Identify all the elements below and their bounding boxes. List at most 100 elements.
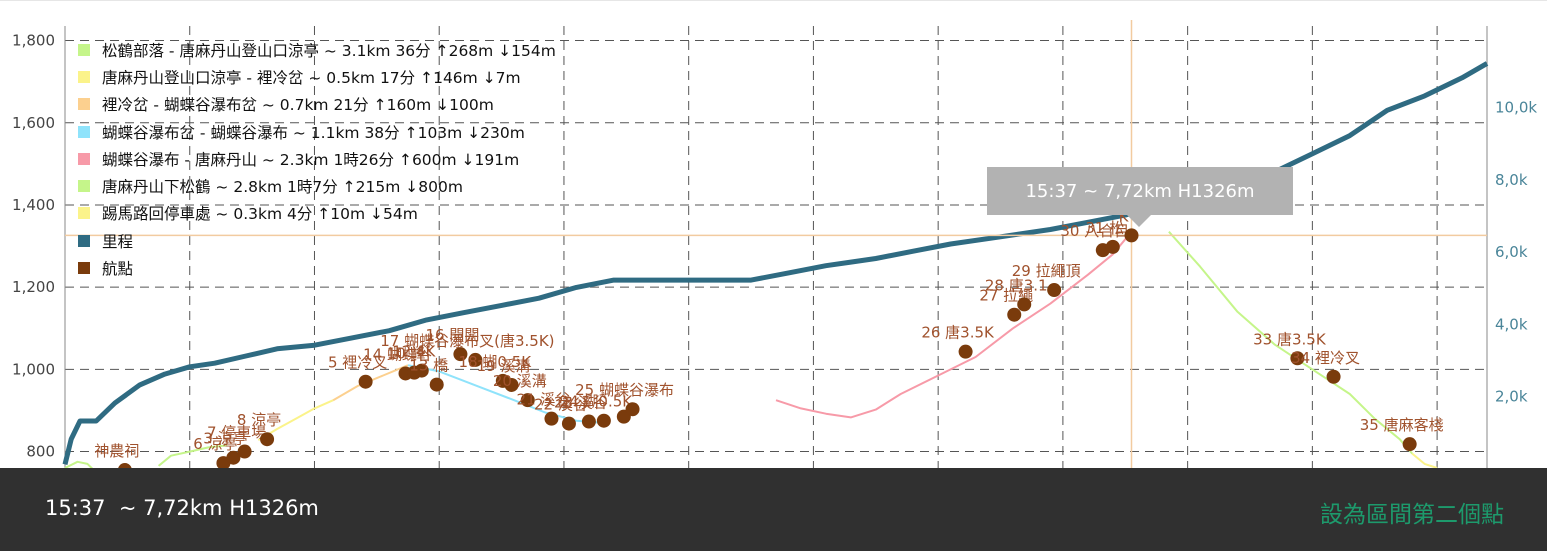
legend-swatch [78, 234, 90, 247]
legend-item: 唐麻丹山下松鶴 ~ 2.8km 1時7分 ↑215m ↓800m [78, 172, 556, 199]
selected-point-info: 15:37 ~ 7,72km H1326m [45, 496, 319, 520]
waypoint-label: 19 溪溝 [477, 357, 531, 375]
elevation-segment-line [1168, 231, 1413, 455]
waypoint-label: 34 裡冷叉 [1291, 349, 1360, 367]
left-tick-label: 800 [26, 443, 55, 461]
waypoint-marker[interactable] [958, 344, 973, 359]
waypoint-label: 35 唐麻客棧 [1360, 416, 1444, 434]
legend-item: 蝴蝶谷瀑布 - 唐麻丹山 ~ 2.3km 1時26分 ↑600m ↓191m [78, 145, 556, 172]
waypoint-marker[interactable] [1017, 297, 1032, 312]
waypoint-marker[interactable] [358, 374, 373, 389]
legend-item: 航點 [78, 254, 556, 281]
waypoint-label: 28 唐3.1 [985, 276, 1048, 294]
right-tick-label: 8,0k [1495, 171, 1528, 189]
legend-swatch [78, 43, 90, 56]
legend-label: 唐麻丹山登山口涼亭 - 裡冷岔 ~ 0.5km 17分 ↑146m ↓7m [102, 68, 521, 87]
waypoint-marker[interactable] [561, 416, 576, 431]
waypoint-marker[interactable] [625, 402, 640, 417]
waypoint-label: K [1119, 207, 1130, 225]
waypoint-marker[interactable] [520, 393, 535, 408]
waypoint-label: 16 開闊 [425, 326, 479, 344]
legend-swatch [78, 262, 90, 275]
legend-item: 里程 [78, 227, 556, 254]
legend-label: 裡冷岔 - 蝴蝶谷瀑布岔 ~ 0.7km 21分 ↑160m ↓100m [102, 96, 494, 115]
waypoint-marker[interactable] [1105, 239, 1120, 254]
waypoint-marker[interactable] [504, 377, 519, 392]
waypoint-label: 21 溪谷 [517, 391, 571, 409]
legend-swatch [78, 70, 90, 83]
waypoint-marker[interactable] [1290, 351, 1305, 366]
waypoint-marker[interactable] [414, 363, 429, 378]
waypoint-marker[interactable] [1402, 437, 1417, 452]
tooltip-arrow [1127, 215, 1151, 227]
chart-tooltip: 15:37 ~ 7,72km H1326m [987, 167, 1293, 215]
legend-label: 里程 [102, 232, 134, 251]
waypoint-label: 29 拉繩頂 [1012, 262, 1081, 280]
waypoint-marker[interactable] [1326, 369, 1341, 384]
legend-swatch [78, 125, 90, 138]
waypoint-marker[interactable] [596, 413, 611, 428]
bottom-bar: 15:37 ~ 7,72km H1326m 設為區間第二個點 [0, 468, 1547, 551]
waypoint-marker[interactable] [1007, 307, 1022, 322]
waypoint-marker[interactable] [544, 411, 559, 426]
legend-label: 唐麻丹山下松鶴 ~ 2.8km 1時7分 ↑215m ↓800m [102, 178, 463, 197]
legend-label: 松鶴部落 - 唐麻丹山登山口涼亭 ~ 3.1km 36分 ↑268m ↓154m [102, 41, 556, 60]
elevation-segment-line [407, 364, 602, 424]
left-tick-label: 1,600 [12, 114, 55, 132]
waypoint-marker[interactable] [1047, 283, 1062, 298]
set-second-point-button[interactable]: 設為區間第二個點 [1320, 502, 1504, 528]
left-tick-label: 1,000 [12, 360, 55, 378]
right-tick-label: 10,0k [1495, 99, 1537, 117]
waypoint-label: 6 涼亭 [193, 435, 237, 453]
waypoint-marker[interactable] [468, 352, 483, 367]
legend-item: 蝴蝶谷瀑布岔 - 蝴蝶谷瀑布 ~ 1.1km 38分 ↑103m ↓230m [78, 118, 556, 145]
waypoint-label: 24 蝴0.5K [560, 393, 634, 411]
legend-label: 蝴蝶谷瀑布岔 - 蝴蝶谷瀑布 ~ 1.1km 38分 ↑103m ↓230m [102, 123, 525, 142]
elevation-segment-line [157, 444, 228, 467]
left-elevation-axis: 800 1,000 1,200 1,400 1,600 1,800 [12, 32, 55, 461]
waypoint-label: 3 涼亭 [203, 430, 247, 448]
right-mileage-axis: 2,0k 4,0k 6,0k 8,0k 10,0k [1495, 99, 1537, 406]
waypoint-label: 25 蝴蝶谷瀑布 [575, 381, 674, 399]
waypoint-label: 31 松 [1085, 219, 1124, 237]
waypoint-marker[interactable] [581, 414, 596, 429]
waypoint-label: 5 裡冷叉 [328, 354, 387, 372]
right-tick-label: 2,0k [1495, 388, 1528, 406]
waypoint-label: 17 蝴蝶谷瀑布叉(唐3.5K) [380, 332, 554, 350]
waypoint-label: 12 4K [392, 343, 436, 361]
waypoint-label: 30 八合目 [1060, 222, 1129, 240]
waypoint-marker[interactable] [429, 377, 444, 392]
waypoint-label: 33 唐3.5K [1253, 330, 1327, 348]
legend-label: 航點 [102, 260, 134, 279]
legend-label: 踢馬路回停車處 ~ 0.3km 4分 ↑10m ↓54m [102, 205, 418, 224]
elevation-segments [64, 231, 1438, 468]
waypoint-marker[interactable] [260, 432, 275, 447]
crosshair [65, 20, 1487, 468]
right-tick-label: 6,0k [1495, 243, 1528, 261]
elevation-chart[interactable]: 800 1,000 1,200 1,400 1,600 1,800 2,0k 4,0k 6,0… [0, 0, 1547, 468]
waypoint-label: 8 涼亭 [237, 411, 281, 429]
elevation-segment-line [64, 460, 94, 468]
legend-item: 松鶴部落 - 唐麻丹山登山口涼亭 ~ 3.1km 36分 ↑268m ↓154m [78, 36, 556, 63]
waypoint-label: 20 溪溝 [493, 372, 547, 390]
waypoint-marker[interactable] [1124, 228, 1139, 243]
waypoint-marker[interactable] [118, 463, 132, 468]
left-tick-label: 1,200 [12, 278, 55, 296]
legend-swatch [78, 98, 90, 111]
right-tick-label: 4,0k [1495, 315, 1528, 333]
waypoint-marker[interactable] [237, 444, 252, 459]
waypoint-label: 神農祠 [94, 442, 139, 460]
waypoint-marker[interactable] [226, 450, 241, 465]
grid-lines [64, 26, 1488, 468]
waypoint-label: 22 溪谷 [534, 396, 588, 414]
waypoint-label: 26 唐3.5K [921, 324, 995, 342]
left-tick-label: 1,800 [12, 32, 55, 50]
elevation-segment-line [775, 231, 1133, 419]
legend-item: 唐麻丹山登山口涼亭 - 裡冷岔 ~ 0.5km 17分 ↑146m ↓7m [78, 63, 556, 90]
legend-item: 裡冷岔 - 蝴蝶谷瀑布岔 ~ 0.7km 21分 ↑160m ↓100m [78, 91, 556, 118]
legend-swatch [78, 207, 90, 220]
waypoint-label: 13 橋 [409, 357, 448, 375]
legend-item: 踢馬路回停車處 ~ 0.3km 4分 ↑10m ↓54m [78, 200, 556, 227]
waypoint-marker[interactable] [453, 347, 468, 362]
